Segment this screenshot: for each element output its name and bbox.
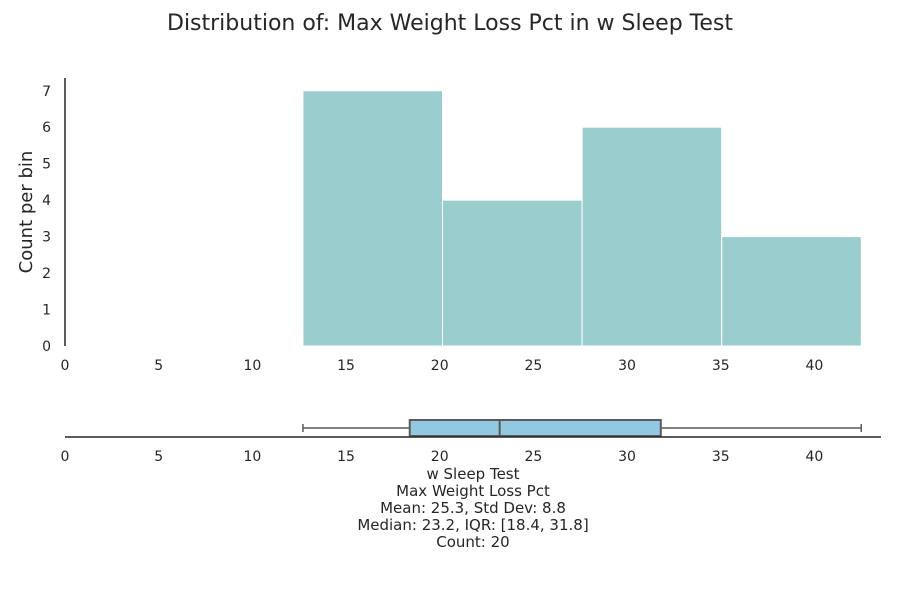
y-tick-label: 4 — [42, 193, 51, 209]
box-x-tick-label: 10 — [243, 449, 261, 465]
iqr-box — [408, 419, 662, 437]
box-x-tick-label: 15 — [337, 449, 355, 465]
caption-median-iqr: Median: 23.2, IQR: [18.4, 31.8] — [357, 516, 589, 534]
histogram-bar — [442, 199, 583, 347]
x-tick-label: 15 — [337, 358, 355, 374]
box-x-tick-label: 40 — [806, 449, 824, 465]
histogram-plot: 0 1 2 3 4 5 6 7 0 5 10 15 20 25 30 35 40 — [42, 78, 862, 374]
box-x-tick-label: 35 — [712, 449, 730, 465]
y-tick-label: 5 — [42, 157, 51, 173]
y-tick-label: 7 — [42, 84, 51, 100]
x-tick-label: 25 — [524, 358, 542, 374]
histogram-bar — [581, 126, 723, 347]
x-tick-label: 40 — [806, 358, 824, 374]
x-tick-label: 0 — [61, 358, 70, 374]
caption-group-name: w Sleep Test — [426, 465, 520, 483]
y-tick-label: 0 — [42, 339, 51, 355]
y-tick-label: 1 — [42, 303, 51, 319]
caption-variable-name: Max Weight Loss Pct — [396, 482, 550, 500]
histogram-bar — [302, 90, 444, 347]
caption-mean-std: Mean: 25.3, Std Dev: 8.8 — [380, 499, 566, 517]
histogram-bar — [721, 236, 862, 347]
summary-caption: w Sleep Test Max Weight Loss Pct Mean: 2… — [0, 466, 900, 551]
box-x-tick-label: 20 — [431, 449, 449, 465]
chart-title: Distribution of: Max Weight Loss Pct in … — [167, 11, 733, 36]
x-tick-label: 20 — [431, 358, 449, 374]
y-tick-label: 2 — [42, 266, 51, 282]
x-tick-label: 35 — [712, 358, 730, 374]
x-tick-label: 5 — [154, 358, 163, 374]
x-tick-label: 10 — [243, 358, 261, 374]
caption-count: Count: 20 — [436, 533, 510, 551]
box-x-tick-label: 0 — [61, 449, 70, 465]
box-x-tick-label: 30 — [618, 449, 636, 465]
y-axis-label: Count per bin — [16, 151, 37, 274]
x-tick-label: 30 — [618, 358, 636, 374]
box-x-tick-label: 25 — [524, 449, 542, 465]
y-tick-label: 6 — [42, 120, 51, 136]
box-x-tick-label: 5 — [154, 449, 163, 465]
boxplot: 0 5 10 15 20 25 30 35 40 — [61, 419, 881, 465]
y-tick-label: 3 — [42, 230, 51, 246]
